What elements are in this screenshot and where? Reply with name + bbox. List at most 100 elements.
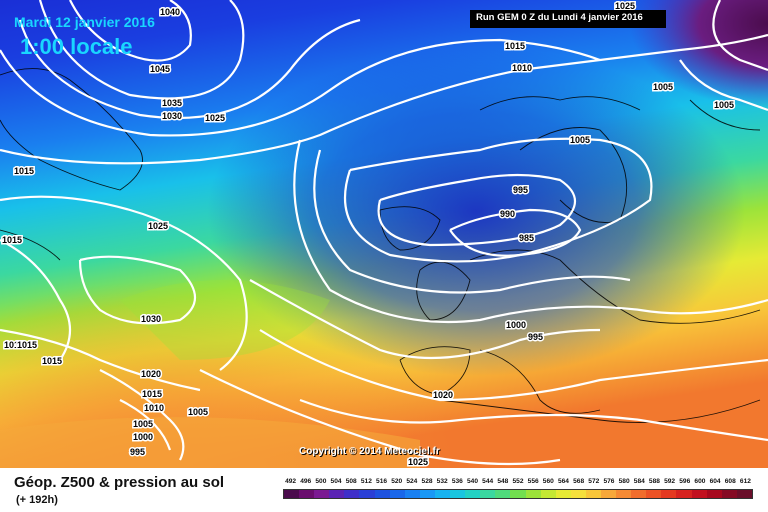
scale-swatch	[510, 490, 526, 498]
scale-swatch	[434, 490, 451, 498]
scale-swatch	[389, 490, 405, 498]
isobar-label: 1010	[144, 403, 164, 413]
isobar-label: 1015	[14, 166, 34, 176]
scale-label: 600	[694, 478, 706, 485]
scale-swatch	[691, 490, 707, 498]
scale-swatch	[736, 490, 752, 498]
scale-label: 544	[482, 478, 494, 485]
isobar-label: 1000	[133, 432, 153, 442]
isobar-label: 995	[513, 185, 528, 195]
scale-label: 516	[376, 478, 388, 485]
isobar-label: 1015	[17, 340, 37, 350]
scale-label: 508	[345, 478, 357, 485]
scale-label: 520	[391, 478, 403, 485]
isobar-label: 1015	[42, 356, 62, 366]
scale-label: 596	[679, 478, 691, 485]
forecast-date: Mardi 12 janvier 2016	[14, 14, 155, 30]
scale-swatch	[495, 490, 511, 498]
run-info-box	[470, 10, 666, 28]
isobar-label: 990	[500, 209, 515, 219]
scale-label: 568	[573, 478, 585, 485]
isobar-label: 1040	[160, 7, 180, 17]
scale-swatch	[450, 490, 466, 498]
scale-label: 604	[709, 478, 721, 485]
scale-swatch	[359, 490, 375, 498]
scale-label: 492	[285, 478, 297, 485]
isobar-label: 1020	[141, 369, 161, 379]
scale-label: 592	[664, 478, 676, 485]
copyright: Copyright © 2014 Meteociel.fr	[299, 446, 440, 457]
isobar-label: 1005	[570, 135, 590, 145]
scale-label: 576	[603, 478, 615, 485]
color-scale-bar	[283, 489, 753, 499]
scale-label: 536	[451, 478, 463, 485]
isobar-label: 985	[519, 233, 534, 243]
isobar-label: 1015	[4, 340, 24, 350]
scale-label: 512	[360, 478, 372, 485]
scale-swatch	[299, 490, 315, 498]
scale-label: 528	[421, 478, 433, 485]
scale-label: 612	[739, 478, 751, 485]
isobar-label: 1015	[505, 41, 525, 51]
scale-label: 572	[588, 478, 600, 485]
scale-swatch	[616, 490, 632, 498]
scale-swatch	[721, 490, 737, 498]
isobar-label: 1005	[188, 407, 208, 417]
isobar-label: 1015	[2, 235, 22, 245]
scale-swatch	[555, 490, 571, 498]
scale-label: 532	[436, 478, 448, 485]
scale-label: 552	[512, 478, 524, 485]
scale-swatch	[676, 490, 692, 498]
scale-swatch	[525, 490, 541, 498]
coastlines	[0, 68, 761, 423]
legend-title: Géop. Z500 & pression au sol	[14, 474, 225, 491]
isobar-label: 1005	[133, 419, 153, 429]
isobar-label: 995	[528, 332, 543, 342]
scale-label: 540	[467, 478, 479, 485]
scale-label: 564	[557, 478, 569, 485]
scale-swatch	[314, 490, 330, 498]
scale-label: 496	[300, 478, 312, 485]
isobar-lines	[0, 0, 768, 464]
scale-swatch	[570, 490, 586, 498]
isobar-label: 1035	[162, 98, 182, 108]
isobar-label: 1010	[512, 63, 532, 73]
isobar-label: 995	[130, 447, 145, 457]
run-info: Run GEM 0 Z du Lundi 4 janvier 2016	[476, 12, 643, 23]
scale-swatch	[374, 490, 390, 498]
scale-label: 580	[618, 478, 630, 485]
isobar-label: 1000	[506, 320, 526, 330]
scale-swatch	[631, 490, 647, 498]
scale-swatch	[706, 490, 722, 498]
scale-label: 500	[315, 478, 327, 485]
scale-swatch	[600, 490, 617, 498]
isobar-label: 1025	[148, 221, 168, 231]
scale-swatch	[465, 490, 481, 498]
scale-swatch	[646, 490, 662, 498]
isobar-label: 1025	[615, 1, 635, 11]
isobar-label: 1025	[205, 113, 225, 123]
scale-swatch	[480, 490, 496, 498]
isobar-labels: 1040 1045 1035 1030 1025 1015 1010 1025 …	[1, 0, 736, 469]
color-scale-labels: 492 496 500 504 508 512 516 520 524 528 532 536 540 5…	[283, 478, 753, 488]
scale-swatch	[585, 490, 601, 498]
scale-label: 548	[497, 478, 509, 485]
isobar-label: 1025	[408, 457, 428, 467]
scale-swatch	[661, 490, 677, 498]
isobar-label: 1005	[653, 82, 673, 92]
scale-label: 608	[724, 478, 736, 485]
isobar-label: 1020	[433, 390, 453, 400]
isobar-label: 1005	[714, 100, 734, 110]
scale-swatch	[329, 490, 345, 498]
forecast-time: 1:00 locale	[20, 34, 133, 59]
scale-swatch	[540, 490, 556, 498]
scale-label: 524	[406, 478, 418, 485]
scale-label: 588	[648, 478, 660, 485]
scale-swatch	[419, 490, 435, 498]
scale-swatch	[344, 490, 360, 498]
isobar-label: 1045	[150, 64, 170, 74]
scale-label: 560	[542, 478, 554, 485]
isobar-label: 1015	[142, 389, 162, 399]
isobar-label: 1030	[162, 111, 182, 121]
